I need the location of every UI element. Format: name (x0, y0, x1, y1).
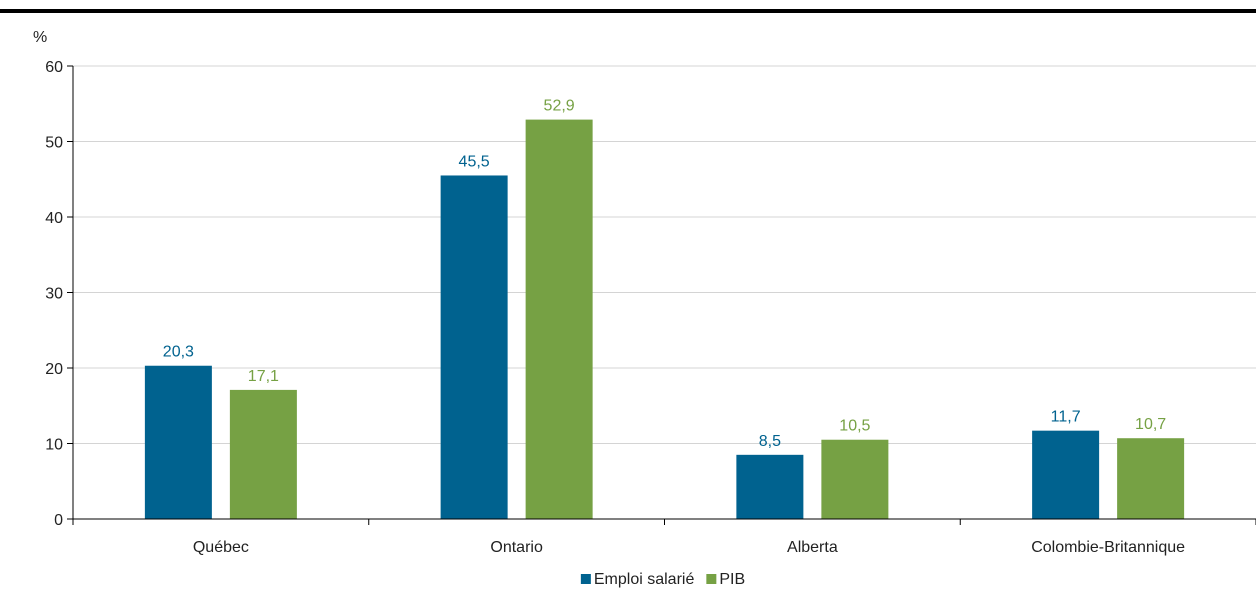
y-axis: 0 10 20 30 40 50 60 (45, 59, 74, 529)
legend-label: PIB (719, 571, 745, 588)
bar (1032, 430, 1100, 519)
top-rule (0, 9, 1256, 13)
bar (440, 175, 508, 519)
data-label: 45,5 (459, 153, 490, 170)
y-tick-label: 0 (54, 512, 63, 529)
bar (736, 454, 804, 519)
y-tick-label: 10 (45, 437, 63, 454)
bar (229, 389, 297, 519)
x-category-label: Colombie-Britannique (1031, 539, 1185, 556)
data-label: 8,5 (759, 433, 781, 450)
bar (821, 439, 889, 519)
data-label: 20,3 (163, 344, 194, 361)
y-tick-label: 30 (45, 286, 63, 303)
data-label: 10,7 (1135, 416, 1166, 433)
x-category-label: Ontario (490, 539, 543, 556)
legend-swatch (706, 574, 717, 584)
data-label: 17,1 (248, 368, 279, 385)
bar (525, 119, 593, 519)
data-label: 11,7 (1051, 409, 1081, 426)
data-label: 52,9 (544, 98, 575, 115)
bar (1117, 438, 1185, 519)
legend-swatch (580, 574, 591, 584)
gridlines (73, 65, 1256, 444)
data-label: 10,5 (839, 418, 870, 435)
y-tick-label: 20 (45, 361, 63, 378)
y-unit-label: % (33, 29, 47, 46)
x-axis: Québec Ontario Alberta Colombie-Britannique (72, 518, 1256, 556)
bar (144, 365, 212, 519)
y-tick-label: 60 (45, 59, 63, 76)
bars: 20,3 17,1 45,5 52,9 8,5 10,5 11,7 10,7 (144, 98, 1185, 519)
x-category-label: Québec (193, 539, 249, 556)
x-category-label: Alberta (787, 539, 838, 556)
y-tick-label: 40 (45, 210, 63, 227)
legend-label: Emploi salarié (594, 571, 695, 588)
legend: Emploi salarié PIB (580, 571, 745, 588)
y-tick-label: 50 (45, 135, 63, 152)
